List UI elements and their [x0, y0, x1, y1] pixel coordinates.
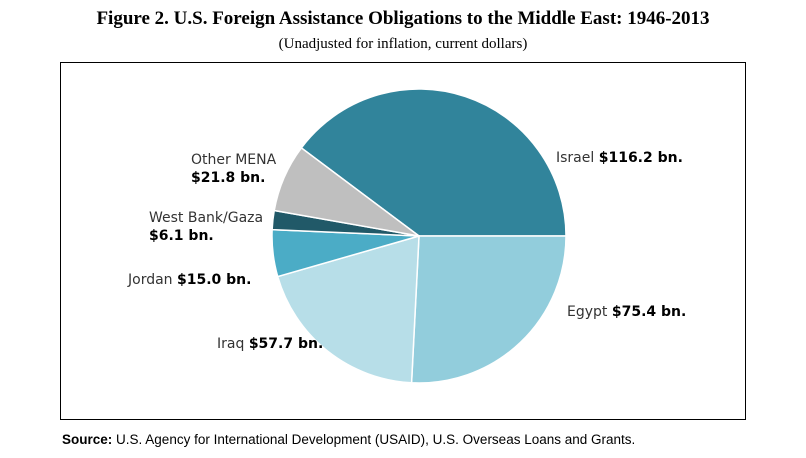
label-other-mena: Other MENA $21.8 bn. [191, 152, 277, 186]
chart-frame: Israel $116.2 bn. Egypt $75.4 bn. Iraq $… [60, 62, 746, 420]
chart-subtitle: (Unadjusted for inflation, current dolla… [278, 36, 528, 52]
pie-chart [271, 88, 567, 384]
label-egypt: Egypt $75.4 bn. [567, 304, 687, 320]
label-jordan: Jordan $15.0 bn. [128, 272, 252, 288]
source-note: Source: U.S. Agency for International De… [62, 432, 636, 447]
pie-slice-egypt [410, 235, 567, 384]
chart-title: Figure 2. U.S. Foreign Assistance Obliga… [96, 8, 710, 29]
label-israel: Israel $116.2 bn. [556, 150, 683, 166]
pie-slice-iraq [276, 234, 420, 384]
pie-slice-israel [300, 88, 567, 237]
pie-slice-other-mena [273, 146, 420, 237]
label-west-bank-gaza: West Bank/Gaza $6.1 bn. [149, 210, 264, 244]
label-iraq: Iraq $57.7 bn. [217, 336, 324, 352]
